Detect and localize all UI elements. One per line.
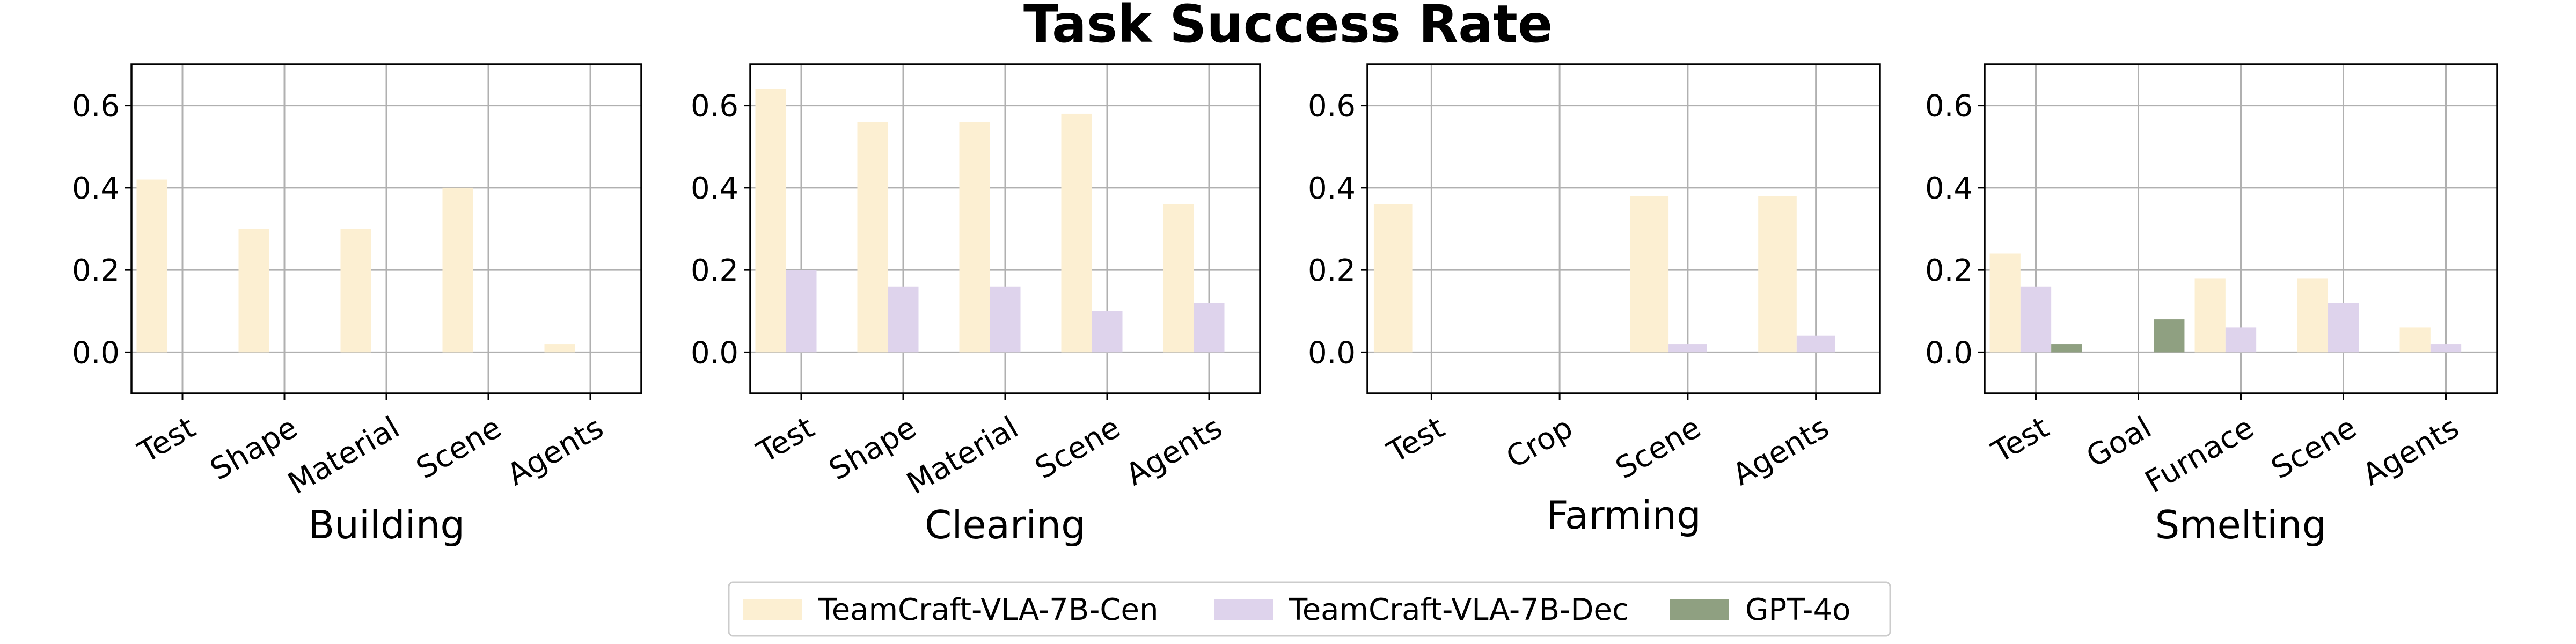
panel-farming: 0.0 0.2 0.4 0.6 Test Crop Scene Agents Farming	[1308, 63, 1881, 538]
x-tick-label: Scene	[2266, 410, 2362, 486]
bar-smelting-test-series-2	[2051, 344, 2082, 353]
bar-smelting-furnace-series-1	[2225, 327, 2257, 353]
figure-title: Task Success Rate	[1023, 0, 1553, 54]
bar-farming-agents-series-0	[1758, 196, 1797, 353]
bar-building-material-series-0	[340, 229, 371, 353]
bar-smelting-agents-series-0	[2399, 327, 2431, 353]
legend-swatch	[1214, 599, 1273, 620]
bar-clearing-test-series-1	[786, 270, 817, 353]
bar-farming-scene-series-0	[1630, 196, 1669, 353]
x-tick-label: Agents	[2357, 410, 2465, 493]
x-tick-label: Material	[901, 410, 1024, 501]
x-tick-label: Scene	[1610, 410, 1707, 486]
y-tick-label: 0.4	[1308, 171, 1356, 206]
x-tick-label: Test	[751, 410, 821, 470]
y-tick-label: 0.6	[691, 89, 738, 124]
legend-label: TeamCraft-VLA-7B-Dec	[1289, 592, 1629, 627]
legend-label: TeamCraft-VLA-7B-Cen	[818, 592, 1158, 627]
bar-clearing-shape-series-1	[888, 286, 919, 353]
x-tick-label: Test	[1381, 410, 1451, 470]
panel-label: Farming	[1546, 493, 1701, 538]
bar-building-shape-series-0	[238, 229, 269, 353]
bar-building-agents-series-0	[544, 344, 575, 353]
legend-box	[728, 581, 1891, 637]
y-tick-label: 0.2	[691, 253, 738, 288]
y-tick-label: 0.4	[691, 171, 738, 206]
y-tick-label: 0.0	[72, 335, 120, 370]
x-tick-label: Test	[1986, 410, 2055, 470]
y-tick-label: 0.6	[1308, 89, 1356, 124]
x-tick-label: Material	[282, 410, 406, 501]
bar-farming-scene-series-1	[1668, 344, 1707, 353]
y-tick-label: 0.6	[1925, 89, 1973, 124]
bar-farming-agents-series-1	[1796, 335, 1835, 353]
bar-clearing-agents-series-0	[1163, 204, 1194, 353]
bar-smelting-goal-series-2	[2154, 319, 2185, 353]
y-tick-label: 0.2	[1925, 253, 1973, 288]
bar-smelting-test-series-1	[2020, 286, 2052, 353]
bar-clearing-test-series-0	[755, 89, 786, 353]
bar-building-test-series-0	[136, 179, 167, 353]
y-tick-label: 0.4	[72, 171, 120, 206]
x-tick-label: Furnace	[2139, 410, 2260, 500]
y-tick-label: 0.0	[691, 335, 738, 370]
x-tick-label: Goal	[2081, 410, 2157, 474]
legend-label: GPT-4o	[1745, 592, 1850, 627]
bar-farming-test-series-0	[1373, 204, 1413, 353]
x-tick-label: Scene	[411, 410, 507, 486]
bar-clearing-scene-series-1	[1092, 311, 1123, 353]
bar-smelting-test-series-0	[1989, 253, 2021, 353]
x-tick-label: Scene	[1029, 410, 1126, 486]
x-tick-label: Agents	[1727, 410, 1835, 493]
y-tick-label: 0.0	[1925, 335, 1973, 370]
panel-label: Smelting	[2155, 502, 2327, 547]
x-tick-label: Agents	[1120, 410, 1228, 493]
bar-smelting-agents-series-1	[2430, 344, 2462, 353]
bar-clearing-shape-series-0	[857, 122, 888, 353]
bar-clearing-scene-series-0	[1061, 113, 1092, 353]
y-tick-label: 0.2	[1308, 253, 1356, 288]
y-tick-label: 0.2	[72, 253, 120, 288]
legend-swatch	[1670, 599, 1729, 620]
x-tick-label: Test	[133, 410, 202, 470]
legend: TeamCraft-VLA-7B-Cen TeamCraft-VLA-7B-Dec…	[728, 581, 1891, 637]
bar-smelting-scene-series-0	[2297, 278, 2328, 353]
legend-swatch	[743, 599, 802, 620]
y-tick-label: 0.4	[1925, 171, 1973, 206]
y-tick-label: 0.0	[1308, 335, 1356, 370]
bar-clearing-agents-series-1	[1194, 303, 1225, 353]
y-tick-label: 0.6	[72, 89, 120, 124]
bar-clearing-material-series-0	[959, 122, 990, 353]
bar-smelting-scene-series-1	[2328, 303, 2359, 353]
panel-label: Building	[308, 502, 465, 547]
plot-frame	[1366, 63, 1881, 394]
bar-building-scene-series-0	[442, 187, 473, 353]
x-tick-label: Crop	[1501, 410, 1579, 475]
x-tick-label: Agents	[501, 410, 609, 493]
bar-smelting-furnace-series-0	[2194, 278, 2226, 353]
bar-clearing-material-series-1	[990, 286, 1021, 353]
panel-label: Clearing	[925, 502, 1086, 547]
